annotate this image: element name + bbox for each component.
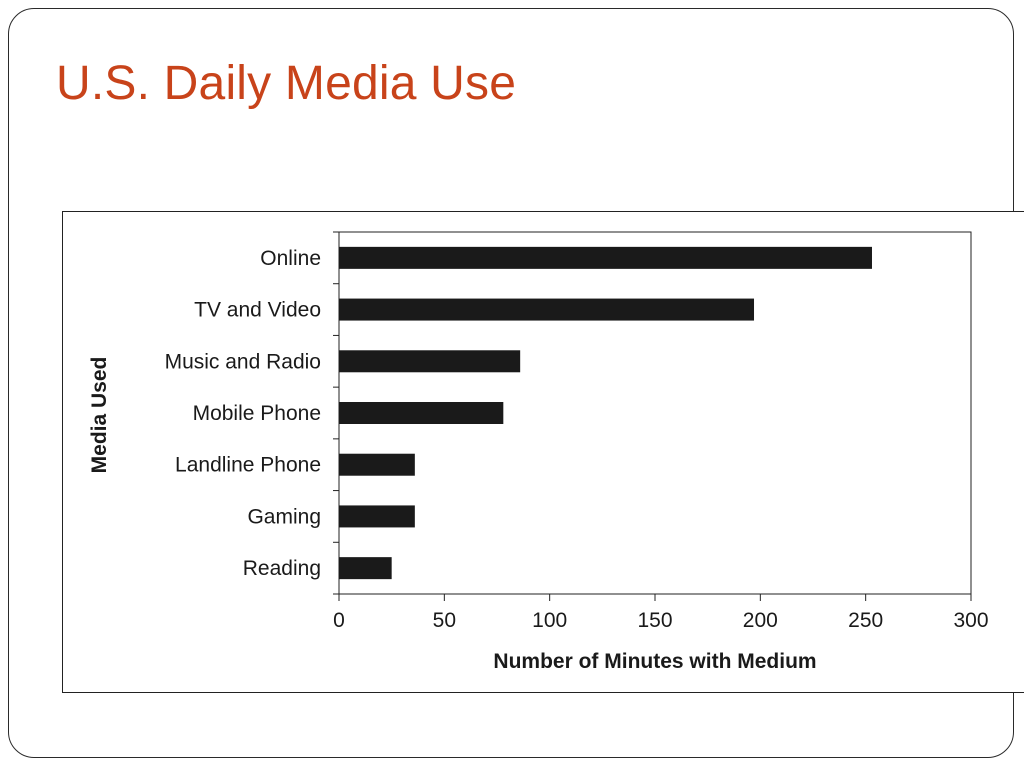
y-tick-label: Music and Radio <box>165 350 321 373</box>
chart-figure: Media Used Number of Minutes with Medium… <box>62 211 1024 693</box>
y-tick-label: Mobile Phone <box>193 402 321 425</box>
x-tick-label: 100 <box>532 609 567 632</box>
bar <box>339 350 521 373</box>
x-tick-label: 200 <box>743 609 778 632</box>
y-axis-title: Media Used <box>88 357 111 474</box>
x-tick-label: 250 <box>848 609 883 632</box>
x-tick-label: 300 <box>953 609 988 632</box>
bar <box>339 505 415 528</box>
x-tick-label: 50 <box>433 609 456 632</box>
y-tick-label: Online <box>260 247 321 270</box>
bar <box>339 453 415 476</box>
slide-title: U.S. Daily Media Use <box>56 57 517 110</box>
bar-chart: Media Used Number of Minutes with Medium… <box>88 231 989 673</box>
bar <box>339 557 392 580</box>
bar <box>339 402 504 424</box>
x-tick-label: 0 <box>333 609 345 632</box>
y-tick-label: TV and Video <box>194 299 321 322</box>
bar <box>339 246 872 269</box>
x-axis-title: Number of Minutes with Medium <box>493 650 816 673</box>
y-tick-label: Landline Phone <box>175 454 321 477</box>
y-tick-label: Gaming <box>247 505 321 528</box>
bar <box>339 298 755 321</box>
x-tick-label: 150 <box>637 609 672 632</box>
y-tick-label: Reading <box>243 557 321 580</box>
